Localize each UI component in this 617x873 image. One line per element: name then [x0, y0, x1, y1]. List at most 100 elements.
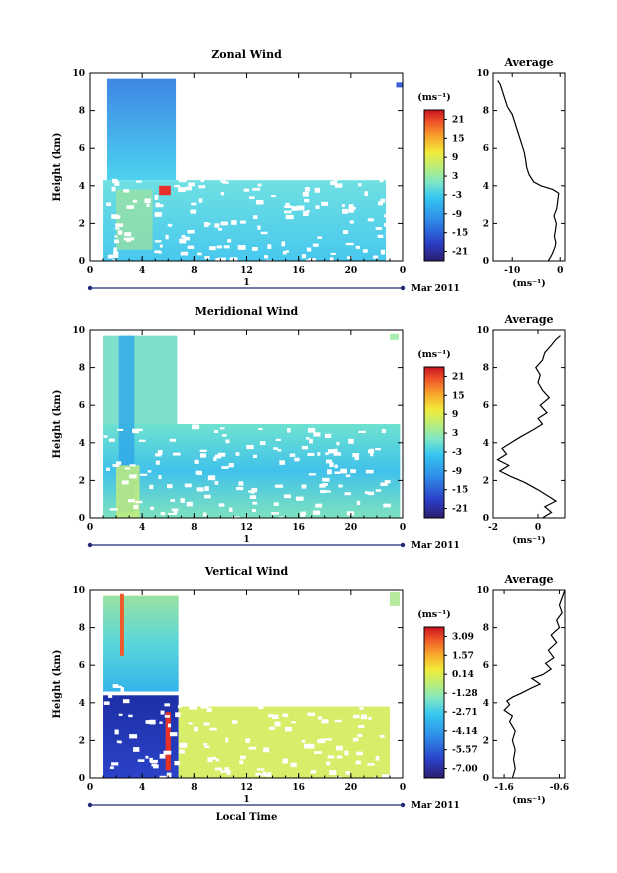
y-tick-label: 2	[79, 736, 85, 746]
colorbar-tick-label: 3.09	[452, 632, 474, 642]
field-gap	[226, 439, 230, 443]
field-gap	[203, 743, 207, 746]
field-gap	[248, 490, 254, 492]
y-tick-label: 6	[79, 144, 85, 154]
field-gap	[115, 227, 120, 229]
field-gap	[349, 204, 354, 208]
colorbar-unit: (ms⁻¹)	[417, 609, 451, 620]
field-gap	[376, 227, 382, 230]
average-y-tick-label: 2	[483, 476, 489, 486]
colorbar-tick-label: 21	[452, 372, 465, 382]
field-gap	[368, 717, 371, 720]
field-gap	[170, 439, 176, 442]
field-gap	[258, 428, 262, 430]
x-tick-label: 12	[240, 266, 253, 276]
field-gap	[319, 698, 326, 702]
field-gap	[257, 184, 261, 187]
field-gap	[277, 449, 281, 452]
field-gap	[243, 698, 247, 701]
field-gap	[161, 711, 165, 715]
date-axis-end	[88, 543, 92, 547]
field-gap	[140, 474, 147, 476]
field-hotspot	[159, 186, 171, 195]
date-marker: 1	[243, 795, 249, 805]
field-gap	[236, 452, 240, 456]
field-gap	[119, 714, 123, 716]
field-gap	[156, 461, 160, 465]
field-gap	[368, 218, 374, 221]
field-gap	[363, 249, 368, 253]
field-gap	[267, 772, 271, 777]
field-gap	[367, 763, 374, 766]
field-gap	[382, 429, 386, 433]
field-gap	[133, 200, 138, 203]
average-x-tick-label: -1.6	[494, 783, 513, 793]
field-gap	[214, 691, 218, 694]
field-gap	[155, 240, 162, 242]
colorbar-tick-label: -9	[452, 210, 462, 220]
field-gap	[215, 768, 222, 771]
y-tick-label: 6	[79, 401, 85, 411]
field-gap	[234, 689, 241, 692]
field-gap	[221, 770, 228, 772]
field-gap	[302, 484, 307, 488]
field-gap	[114, 253, 119, 258]
field-gap	[302, 446, 308, 449]
field-speck	[390, 592, 400, 606]
field-gap	[108, 695, 112, 698]
panels-layer: Zonal Wind0246810Height (km)0 4 8 12 16 20 01M…	[52, 48, 569, 823]
field-hotspot-2	[166, 712, 171, 770]
field-gap	[305, 187, 310, 191]
field-gap	[170, 499, 175, 502]
field-gap	[288, 685, 293, 689]
field-gap	[274, 502, 279, 505]
field-gap	[269, 700, 272, 703]
field-gap	[358, 725, 364, 728]
field-gap	[275, 485, 283, 488]
field-gap	[252, 247, 258, 251]
field-gap	[255, 773, 261, 776]
average-x-tick-label: 0	[557, 266, 563, 276]
field-gap	[218, 228, 222, 231]
field-gap	[224, 245, 230, 248]
x-tick-label: 16	[292, 266, 305, 276]
field-gap	[155, 195, 159, 200]
field-gap	[249, 196, 255, 199]
field-gap	[201, 178, 204, 182]
panel-title: Vertical Wind	[204, 565, 289, 578]
panel-title: Zonal Wind	[211, 48, 282, 61]
field-gap	[189, 706, 197, 709]
field-gap	[138, 759, 145, 762]
field-gap	[133, 505, 138, 509]
average-y-tick-label: 2	[483, 219, 489, 229]
field-gap	[123, 699, 129, 703]
field-gap	[136, 181, 142, 183]
y-tick-label: 0	[79, 774, 85, 784]
field-gap	[167, 773, 172, 778]
field-gap	[139, 440, 146, 442]
field-gap	[251, 701, 255, 706]
average-y-tick-label: 4	[483, 439, 489, 449]
field-speck	[396, 82, 402, 87]
field-gap	[350, 469, 356, 473]
field-gap	[353, 686, 358, 691]
colorbar-tick-label: 15	[452, 391, 465, 401]
field-gap	[311, 770, 317, 773]
field-gap	[285, 727, 292, 731]
field-gap	[294, 458, 299, 462]
field-gap	[246, 445, 253, 449]
colorbar-tick-label: -5.57	[452, 746, 478, 756]
x-tick-label: 0	[87, 783, 93, 793]
field-gap	[275, 722, 281, 727]
field-gap	[346, 771, 350, 775]
field-gap	[317, 236, 322, 239]
field-gap	[353, 715, 360, 718]
field-gap	[308, 258, 316, 262]
field-gap	[219, 503, 225, 506]
field-gap	[184, 691, 190, 694]
field-gap	[111, 762, 118, 765]
date-axis-end	[401, 803, 405, 807]
field-gap	[221, 192, 224, 195]
average-y-tick-label: 10	[476, 586, 489, 596]
field-gap	[132, 429, 139, 433]
